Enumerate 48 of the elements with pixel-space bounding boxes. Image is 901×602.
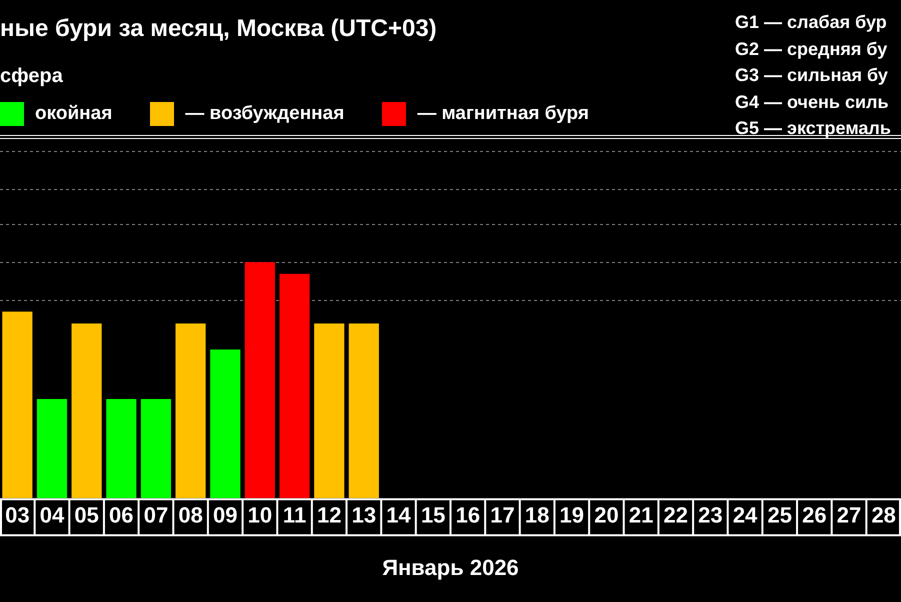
x-tick-label: 05 <box>74 502 99 528</box>
x-tick-label: 12 <box>316 502 342 528</box>
bar <box>72 323 102 498</box>
chart-title: ные бури за месяц, Москва (UTC+03) <box>0 15 437 42</box>
text: G1 — слабая бур <box>735 12 887 32</box>
x-tick-label: 16 <box>456 502 480 528</box>
x-tick-label: 10 <box>248 502 272 528</box>
legend-label: окойная <box>35 102 112 126</box>
legend-label: — возбужденная <box>185 102 344 126</box>
x-tick-label: 03 <box>5 502 30 528</box>
x-tick-label: 04 <box>40 502 65 528</box>
bar <box>314 323 344 498</box>
x-axis-title: Январь 2026 <box>382 554 519 580</box>
bar <box>279 274 310 498</box>
bar <box>2 312 32 498</box>
legend-label: — магнитная буря <box>417 102 589 126</box>
x-tick-label: 11 <box>282 502 306 528</box>
x-tick-label: 28 <box>871 502 896 528</box>
bar <box>348 323 379 498</box>
bar <box>176 323 206 498</box>
x-tick-label: 21 <box>628 502 654 528</box>
x-tick-label: 09 <box>213 502 238 528</box>
x-tick-label: 20 <box>594 502 619 528</box>
x-tick-label: 25 <box>767 502 792 528</box>
x-tick-label: 23 <box>698 502 723 528</box>
x-tick-label: 22 <box>664 502 688 528</box>
x-tick-label: 14 <box>386 502 412 528</box>
bar <box>244 262 275 498</box>
x-tick-label: 24 <box>732 502 758 528</box>
x-tick-label: 07 <box>144 502 168 528</box>
text: G2 — средняя бу <box>735 38 888 58</box>
text: G4 — очень силь <box>735 92 889 112</box>
bar <box>106 399 136 498</box>
x-tick-label: 18 <box>524 502 550 528</box>
x-tick-label: 13 <box>352 502 376 528</box>
x-tick-label: 06 <box>109 502 134 528</box>
x-tick-label: 08 <box>178 502 203 528</box>
bar <box>36 399 68 498</box>
text: G5 — экстремаль <box>735 118 891 138</box>
x-tick-label: 27 <box>836 502 862 528</box>
x-tick-label: 19 <box>560 502 584 528</box>
x-tick-label: 15 <box>420 502 446 528</box>
legend-title: сфера <box>0 65 63 87</box>
x-tick-label: 17 <box>490 502 515 528</box>
text: G3 — сильная бу <box>735 65 888 85</box>
bar <box>210 349 240 498</box>
bar <box>140 399 172 498</box>
x-tick-label: 26 <box>802 502 827 528</box>
